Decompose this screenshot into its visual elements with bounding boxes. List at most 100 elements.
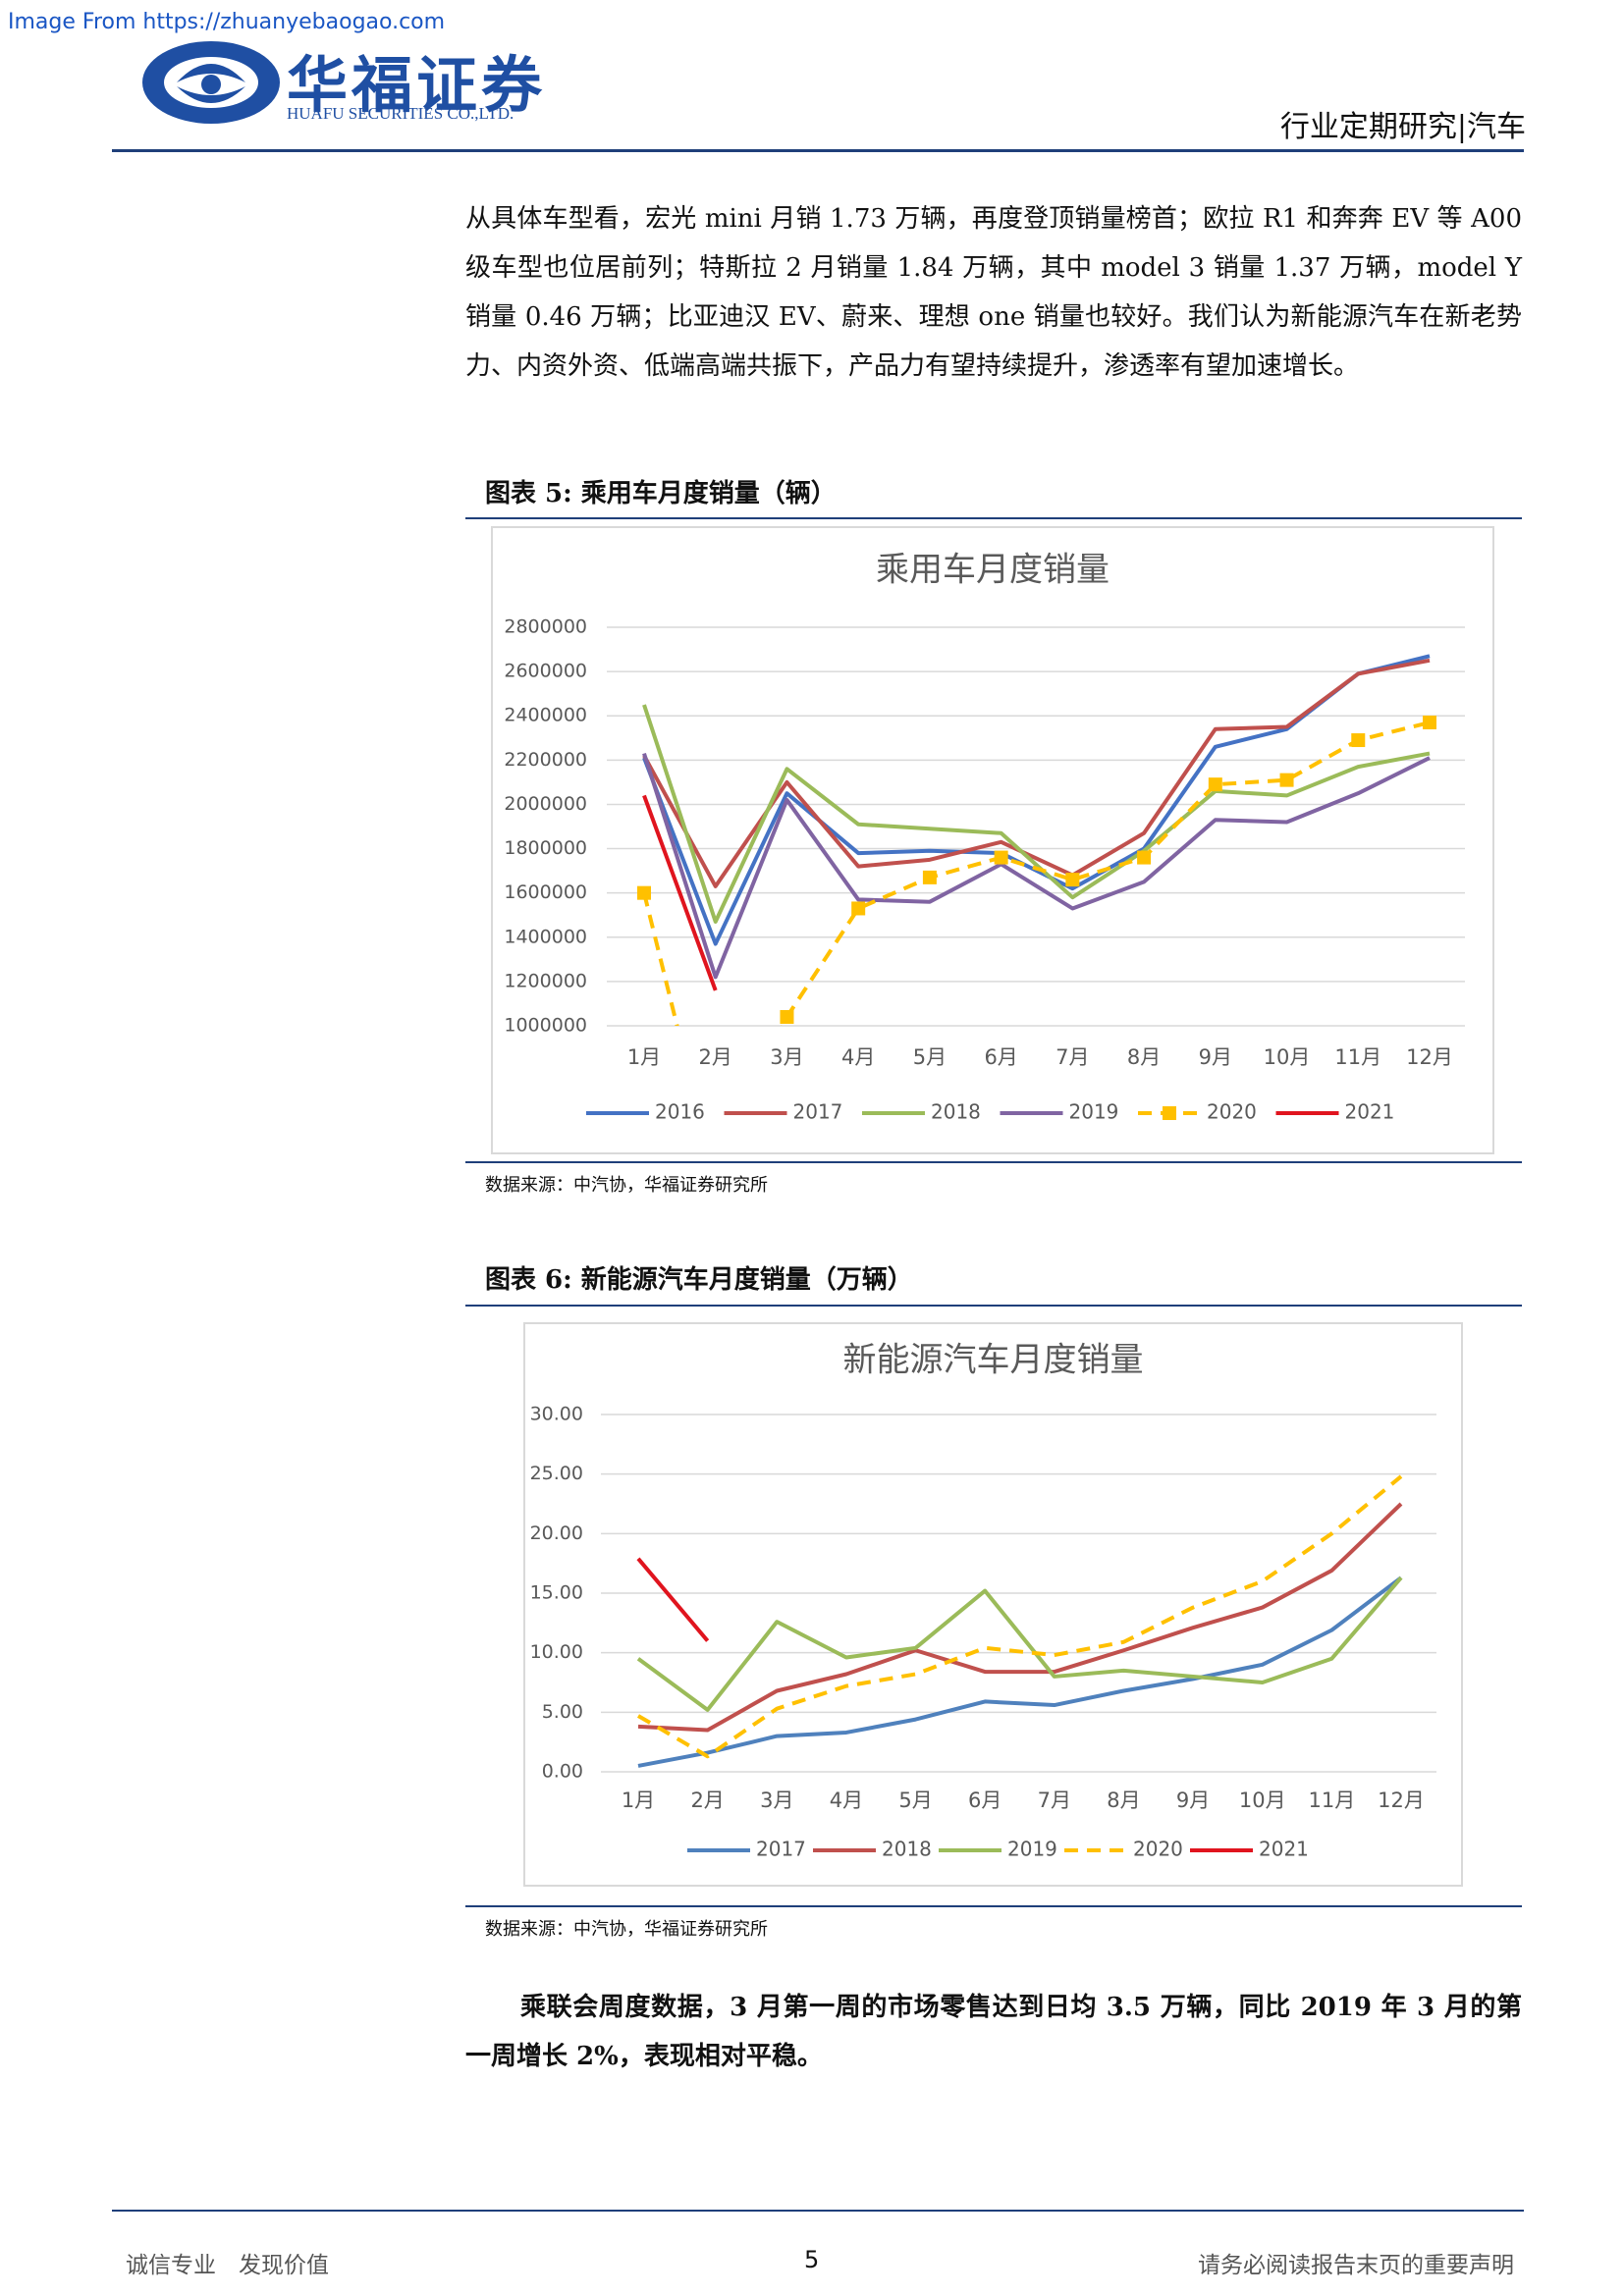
paragraph: 乘联会周度数据，3 月第一周的市场零售达到日均 3.5 万辆，同比 2019 年… — [465, 1993, 1522, 2071]
legend-label: 2021 — [1259, 1838, 1309, 1861]
point-marker — [1351, 733, 1366, 748]
point-marker — [709, 1174, 723, 1188]
section-title: 行业定期研究|汽车 — [1279, 110, 1526, 144]
point-marker — [1208, 777, 1222, 792]
x-tick-label: 4月 — [830, 1789, 863, 1812]
x-tick-label: 12月 — [1406, 1045, 1453, 1069]
plot — [637, 654, 1436, 1188]
x-tick-label: 2月 — [699, 1045, 732, 1069]
x-tick-label: 2月 — [690, 1789, 724, 1812]
chart: 新能源汽车月度销量 0.00 5.00 10.00 15.00 20.00 25.00 30.… — [523, 1322, 1463, 1887]
company-cn: 华福证券 — [287, 49, 547, 121]
series-line — [637, 1575, 1403, 1768]
y-tick-label: 1600000 — [504, 881, 587, 903]
x-tick-label: 6月 — [968, 1789, 1001, 1812]
y-tick-label: 1800000 — [504, 837, 587, 859]
y-tick-label: 10.00 — [530, 1641, 583, 1663]
point-marker — [1279, 773, 1294, 787]
point-marker — [637, 885, 651, 900]
point-marker — [994, 850, 1008, 865]
plot — [636, 1474, 1403, 1768]
legend-label: 2019 — [1069, 1100, 1119, 1124]
source-rule — [465, 1905, 1522, 1907]
y-tick-label: 2000000 — [504, 793, 587, 815]
point-marker — [1423, 715, 1436, 729]
point-marker — [922, 870, 937, 884]
x-tick-label: 7月 — [1056, 1045, 1089, 1069]
x-tick-label: 5月 — [898, 1789, 932, 1812]
source-note: Image From https://zhuanyebaogao.com — [8, 10, 446, 34]
x-tick-label: 3月 — [770, 1045, 803, 1069]
series-line — [642, 658, 1431, 888]
x-tick-label: 3月 — [760, 1789, 793, 1812]
y-tick-label: 20.00 — [530, 1522, 583, 1544]
chart-frame — [523, 1322, 1463, 1887]
legend-label: 2018 — [882, 1838, 932, 1861]
x-tick-label: 6月 — [984, 1045, 1017, 1069]
legend-label: 2020 — [1207, 1100, 1257, 1124]
legend-label: 2016 — [655, 1100, 705, 1124]
x-tick-label: 1月 — [627, 1045, 661, 1069]
y-tick-label: 30.00 — [530, 1404, 583, 1425]
point-marker — [851, 901, 866, 916]
x-tick-label: 9月 — [1176, 1789, 1210, 1812]
legend-label: 2018 — [931, 1100, 981, 1124]
series-line — [642, 752, 1431, 980]
legend-label: 2019 — [1007, 1838, 1057, 1861]
y-tick-label: 2200000 — [504, 749, 587, 771]
y-tick-label: 0.00 — [542, 1761, 583, 1783]
figure-caption: 图表 6: 新能源汽车月度销量（万辆） — [485, 1265, 913, 1295]
y-tick-label: 1000000 — [504, 1015, 587, 1037]
point-marker — [780, 1009, 794, 1024]
y-tick-label: 2600000 — [504, 661, 587, 682]
legend-label: 2017 — [793, 1100, 843, 1124]
series-line — [636, 1575, 1403, 1712]
y-tick-label: 5.00 — [542, 1701, 583, 1723]
chart-title: 新能源汽车月度销量 — [843, 1341, 1144, 1380]
x-tick-label: 8月 — [1127, 1045, 1161, 1069]
series-line — [642, 794, 718, 991]
logo-mark — [142, 41, 280, 124]
chart-title: 乘用车月度销量 — [876, 551, 1110, 590]
x-tick-label: 12月 — [1378, 1789, 1425, 1812]
point-marker — [1137, 850, 1152, 865]
caption-rule — [465, 517, 1522, 519]
x-tick-label: 7月 — [1038, 1789, 1071, 1812]
x-tick-label: 10月 — [1264, 1045, 1311, 1069]
footer-motto: 诚信专业 发现价值 — [126, 2253, 329, 2278]
paragraph: 从具体车型看，宏光 mini 月销 1.73 万辆，再度登顶销量榜首；欧拉 R1… — [465, 204, 1522, 381]
header-rule — [112, 149, 1524, 152]
legend-label: 2020 — [1133, 1838, 1183, 1861]
x-tick-label: 5月 — [913, 1045, 947, 1069]
figure-source: 数据来源：中汽协，华福证券研究所 — [485, 1175, 768, 1196]
y-tick-label: 2800000 — [504, 616, 587, 638]
legend-marker — [1163, 1106, 1176, 1120]
legend-label: 2021 — [1345, 1100, 1395, 1124]
source-rule — [465, 1161, 1522, 1163]
x-tick-label: 11月 — [1308, 1789, 1355, 1812]
series-line — [636, 1557, 710, 1642]
series-line — [636, 1474, 1403, 1759]
series-line — [642, 704, 1431, 924]
legend-label: 2017 — [756, 1838, 806, 1861]
chart: 乘用车月度销量 1000000 1200000 1400000 1600000 18000… — [491, 526, 1494, 1188]
x-tick-label: 11月 — [1334, 1045, 1381, 1069]
company-en: HUAFU SECURITIES CO.,LTD. — [287, 104, 514, 123]
footer-rule — [112, 2210, 1524, 2212]
footer-notice: 请务必阅读报告末页的重要声明 — [1198, 2253, 1514, 2278]
y-tick-label: 25.00 — [530, 1463, 583, 1484]
y-tick-label: 1200000 — [504, 970, 587, 991]
figure-source: 数据来源：中汽协，华福证券研究所 — [485, 1919, 768, 1940]
x-tick-label: 10月 — [1239, 1789, 1286, 1812]
series-line — [642, 721, 1431, 1026]
y-tick-label: 2400000 — [504, 705, 587, 726]
caption-rule — [465, 1305, 1522, 1307]
figure-caption: 图表 5: 乘用车月度销量（辆） — [485, 479, 837, 508]
x-tick-label: 1月 — [622, 1789, 655, 1812]
y-tick-label: 1400000 — [504, 926, 587, 947]
y-tick-label: 15.00 — [530, 1582, 583, 1604]
x-tick-label: 8月 — [1107, 1789, 1140, 1812]
page-number: 5 — [804, 2246, 820, 2273]
